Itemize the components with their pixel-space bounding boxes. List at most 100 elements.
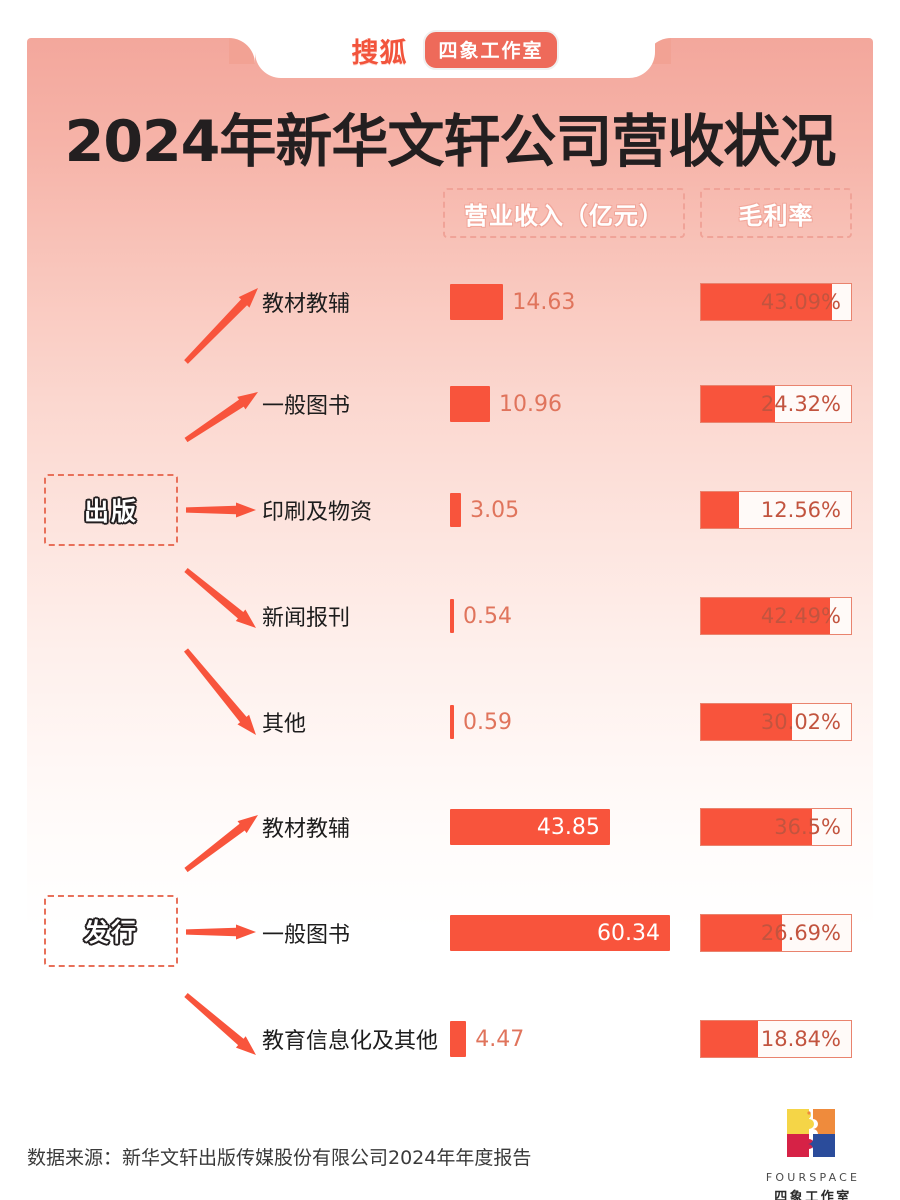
arrow-to-row-0 xyxy=(184,288,258,364)
row-category-label: 教育信息化及其他 xyxy=(262,1029,439,1054)
column-header-margin: 毛利率 xyxy=(700,188,852,238)
arrow-shape xyxy=(184,288,258,364)
revenue-value: 0.59 xyxy=(463,709,512,735)
table-row: 教材教辅 43.85 36.5% xyxy=(0,805,900,849)
revenue-value: 10.96 xyxy=(498,391,562,417)
page-title: 2024年新华文轩公司营收状况 xyxy=(64,109,837,175)
row-category-label: 新闻报刊 xyxy=(262,606,351,631)
arrow-to-row-7 xyxy=(184,993,256,1055)
revenue-value: 43.85 xyxy=(536,814,600,840)
table-row: 其他 0.59 30.02% xyxy=(0,700,900,744)
margin-bar-fill xyxy=(701,284,832,320)
brand-bar: 搜狐 四象工作室 xyxy=(255,30,655,70)
margin-bar-track: 43.09% xyxy=(700,283,852,321)
fourspace-logo-en: FOURSPACE xyxy=(765,1171,861,1184)
margin-value: 36.5% xyxy=(774,815,841,839)
revenue-bar xyxy=(450,386,490,422)
revenue-value: 0.54 xyxy=(463,603,512,629)
row-category-label: 印刷及物资 xyxy=(262,500,373,525)
revenue-bar-cell: 43.85 xyxy=(450,805,610,849)
revenue-value: 4.47 xyxy=(475,1026,525,1052)
margin-bar-fill xyxy=(701,598,831,634)
row-category-label: 教材教辅 xyxy=(262,817,351,842)
revenue-bar xyxy=(450,705,454,739)
revenue-bar xyxy=(450,599,454,633)
revenue-value: 14.63 xyxy=(512,289,576,315)
revenue-bar: 43.85 xyxy=(450,809,610,845)
margin-value: 26.69% xyxy=(760,921,841,945)
arrow-shape xyxy=(184,815,258,873)
column-header-margin-label: 毛利率 xyxy=(738,201,814,230)
revenue-bar: 60.34 xyxy=(450,915,670,951)
row-category-label: 教材教辅 xyxy=(262,292,351,317)
arrow-shape xyxy=(184,993,256,1055)
revenue-bar-cell: 60.34 xyxy=(450,911,670,955)
row-category-label: 其他 xyxy=(262,712,307,737)
table-row: 一般图书 10.96 24.32% xyxy=(0,382,900,426)
margin-bar-cell: 26.69% xyxy=(700,911,852,955)
table-row: 一般图书 60.34 26.69% xyxy=(0,911,900,955)
revenue-bar-cell: 4.47 xyxy=(450,1017,524,1061)
margin-bar-fill xyxy=(701,1021,759,1057)
margin-bar-track: 42.49% xyxy=(700,597,852,635)
data-source-note: 数据来源：新华文轩出版传媒股份有限公司2024年年度报告 xyxy=(27,1147,532,1169)
margin-bar-track: 18.84% xyxy=(700,1020,852,1058)
arrow-to-row-3 xyxy=(184,567,256,628)
revenue-bar-cell: 10.96 xyxy=(450,382,562,426)
margin-value: 43.09% xyxy=(760,290,841,314)
margin-value: 12.56% xyxy=(760,498,841,522)
margin-value: 18.84% xyxy=(760,1027,841,1051)
revenue-bar xyxy=(450,493,462,527)
margin-bar-track: 24.32% xyxy=(700,385,852,423)
margin-bar-fill xyxy=(701,809,812,845)
studio-badge: 四象工作室 xyxy=(423,30,559,70)
arrow-shape xyxy=(183,648,256,735)
table-row: 教材教辅 14.63 43.09% xyxy=(0,280,900,324)
margin-value: 24.32% xyxy=(760,392,841,416)
row-category-label: 一般图书 xyxy=(262,923,351,948)
margin-bar-fill xyxy=(701,492,740,528)
revenue-bar-cell: 0.54 xyxy=(450,594,512,638)
revenue-bar-cell: 3.05 xyxy=(450,488,519,532)
revenue-bar xyxy=(450,1021,467,1057)
row-category-label: 一般图书 xyxy=(262,394,351,419)
margin-bar-track: 26.69% xyxy=(700,914,852,952)
column-header-revenue-label: 营业收入（亿元） xyxy=(464,201,664,230)
margin-bar-cell: 43.09% xyxy=(700,280,852,324)
margin-value: 42.49% xyxy=(760,604,841,628)
group-label-distribution: 发行 xyxy=(83,918,138,947)
table-row: 新闻报刊 0.54 42.49% xyxy=(0,594,900,638)
table-row: 印刷及物资 3.05 12.56% xyxy=(0,488,900,532)
arrow-shape xyxy=(184,392,258,443)
group-box-publishing: 出版 xyxy=(44,474,178,546)
margin-bar-fill xyxy=(701,386,775,422)
margin-bar-track: 36.5% xyxy=(700,808,852,846)
arrow-to-row-6 xyxy=(186,924,256,940)
margin-bar-cell: 42.49% xyxy=(700,594,852,638)
revenue-value: 3.05 xyxy=(470,497,520,523)
arrow-shape xyxy=(186,924,256,940)
fourspace-logo-cn: 四象工作室 xyxy=(774,1190,852,1200)
margin-bar-cell: 12.56% xyxy=(700,488,852,532)
fourspace-logo: FOURSPACE 四象工作室 xyxy=(757,1105,869,1200)
arrow-to-row-2 xyxy=(186,502,256,518)
arrow-to-row-1 xyxy=(184,392,258,443)
revenue-value: 60.34 xyxy=(597,920,660,946)
column-header-revenue: 营业收入（亿元） xyxy=(443,188,685,238)
arrow-to-row-5 xyxy=(184,815,258,873)
revenue-bar-cell: 14.63 xyxy=(450,280,575,324)
margin-bar-track: 30.02% xyxy=(700,703,852,741)
arrow-shape xyxy=(184,567,256,628)
arrow-shape xyxy=(186,502,256,518)
margin-bar-cell: 18.84% xyxy=(700,1017,852,1061)
puzzle-icon xyxy=(787,1109,835,1157)
margin-bar-track: 12.56% xyxy=(700,491,852,529)
sohu-logo: 搜狐 xyxy=(351,37,408,69)
margin-value: 30.02% xyxy=(760,710,841,734)
table-row: 教育信息化及其他 4.47 18.84% xyxy=(0,1017,900,1061)
revenue-bar xyxy=(450,284,504,320)
group-box-distribution: 发行 xyxy=(44,895,178,967)
margin-bar-cell: 24.32% xyxy=(700,382,852,426)
margin-bar-fill xyxy=(701,915,783,951)
